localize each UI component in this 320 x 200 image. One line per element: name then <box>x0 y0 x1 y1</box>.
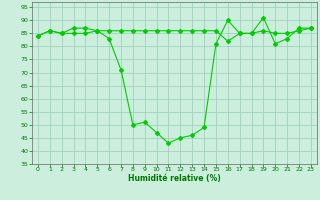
X-axis label: Humidité relative (%): Humidité relative (%) <box>128 174 221 183</box>
